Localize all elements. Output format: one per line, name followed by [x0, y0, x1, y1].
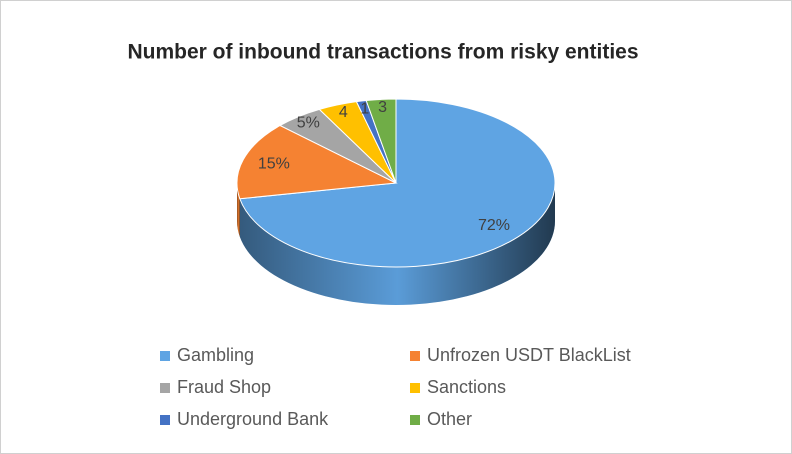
data-label: 4: [339, 104, 348, 121]
chart-title: Number of inbound transactions from risk…: [127, 41, 638, 64]
side-shade: [239, 183, 556, 306]
data-label: 1: [360, 100, 369, 117]
legend-label: Other: [427, 409, 472, 429]
legend-label: Unfrozen USDT BlackList: [427, 345, 631, 365]
legend-swatch: [410, 415, 420, 425]
legend-swatch: [160, 351, 170, 361]
legend-swatch: [410, 383, 420, 393]
legend-label: Underground Bank: [177, 409, 329, 429]
legend-label: Gambling: [177, 345, 254, 365]
data-label: 15%: [258, 155, 290, 172]
side-shade: [237, 183, 240, 237]
data-label: 5%: [297, 114, 320, 131]
slice: [236, 124, 398, 200]
data-label: 72%: [478, 217, 510, 234]
slice: [239, 98, 556, 268]
slice: [365, 98, 397, 184]
legend-swatch: [410, 351, 420, 361]
data-label: 3: [378, 99, 387, 116]
legend-swatch: [160, 383, 170, 393]
legend-swatch: [160, 415, 170, 425]
legend-label: Fraud Shop: [177, 377, 271, 397]
legend-label: Sanctions: [427, 377, 506, 397]
